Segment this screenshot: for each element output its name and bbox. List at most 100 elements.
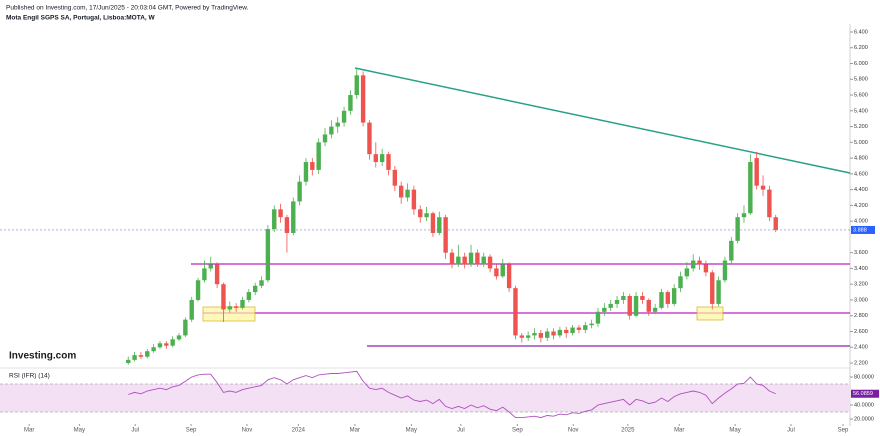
candle-body: [462, 256, 467, 265]
y-tick-label: 5.000: [854, 140, 868, 146]
candle-body: [145, 351, 150, 357]
y-tick-label: 40.0000: [854, 402, 874, 408]
candle-body: [208, 264, 213, 269]
candle-body: [272, 209, 277, 230]
published-note: Published on Investing.com, 17/Jun/2025 …: [6, 5, 249, 12]
candle-body: [348, 95, 353, 111]
candle-body: [576, 327, 582, 330]
y-tick-label: 2.200: [854, 360, 868, 366]
x-tick-label: Mar: [350, 428, 360, 434]
candle-body: [424, 213, 429, 218]
candle-body: [195, 280, 201, 300]
candle-body: [392, 169, 398, 186]
symbol-title: Mota Engil SGPS SA, Portugal, Lisboa:MOT…: [6, 15, 156, 22]
y-tick-label: 4.800: [854, 156, 868, 162]
candle-body: [214, 264, 220, 285]
candle-body: [126, 359, 131, 364]
candle-body: [138, 355, 144, 357]
candle-body: [430, 213, 436, 233]
x-tick-label: Jul: [457, 428, 465, 434]
candle-body: [316, 142, 321, 170]
candle-body: [589, 323, 594, 326]
last-price-box: [851, 225, 875, 234]
candle-body: [303, 162, 309, 182]
x-tick-label: 2024: [292, 428, 306, 434]
candle-body: [608, 303, 613, 308]
candle-body: [665, 292, 671, 304]
candle-body: [291, 201, 296, 233]
candle-body: [252, 285, 258, 293]
candle-body: [379, 154, 385, 163]
candle-body: [513, 288, 518, 336]
candle-body: [595, 311, 601, 324]
candle-body: [684, 268, 690, 277]
candle-body: [564, 329, 569, 334]
y-tick-label: 3.000: [854, 297, 868, 303]
candle-body: [443, 217, 448, 253]
highlight-box: [696, 306, 724, 321]
candle-body: [386, 154, 391, 170]
candle-body: [538, 333, 544, 338]
candle-body: [233, 306, 239, 308]
candle-body: [183, 319, 188, 336]
candle-body: [487, 256, 493, 269]
candle-body: [176, 335, 182, 340]
candle-body: [754, 158, 759, 186]
y-tick-label: 5.200: [854, 124, 868, 130]
candle-body: [481, 256, 486, 265]
y-tick-label: 2.600: [854, 329, 868, 335]
candle-body: [310, 162, 315, 170]
candle-body: [329, 126, 334, 135]
candle-body: [132, 355, 137, 360]
candle-body: [265, 229, 271, 281]
candle-body: [741, 213, 747, 218]
candle-body: [557, 329, 563, 336]
candle-body: [170, 339, 175, 346]
y-tick-label: 20.0000: [854, 416, 874, 422]
candle-body: [202, 268, 207, 281]
x-tick-label: May: [729, 428, 740, 434]
x-tick-label: Nov: [568, 428, 579, 434]
y-tick-label: 5.800: [854, 77, 868, 83]
y-tick-label: 3.400: [854, 266, 868, 272]
x-tick-label: May: [406, 428, 417, 434]
candle-body: [640, 296, 645, 300]
candle-body: [335, 122, 340, 127]
logo: Investing.com: [9, 351, 76, 362]
candle-body: [621, 296, 626, 300]
candle-body: [691, 260, 696, 269]
candle-body: [221, 284, 226, 310]
candle-body: [240, 299, 245, 308]
candle-body: [468, 252, 474, 265]
candle-body: [418, 209, 423, 218]
candle-body: [278, 209, 283, 218]
candle-body: [456, 256, 461, 265]
y-tick-label: 5.400: [854, 108, 868, 114]
candle-body: [475, 252, 480, 265]
candle-body: [525, 335, 531, 338]
candle-body: [773, 217, 778, 230]
candle-body: [322, 134, 328, 143]
candle-body: [678, 276, 683, 289]
candle-body: [729, 240, 734, 261]
candle-body: [449, 252, 455, 265]
candle-body: [570, 327, 575, 334]
x-tick-label: Mar: [674, 428, 684, 434]
candle-body: [360, 75, 366, 123]
candle-body: [703, 264, 709, 273]
rsi-last-box: [851, 389, 879, 398]
candle-body: [405, 189, 410, 198]
candle-body: [602, 307, 607, 312]
rsi-last-label: 56.0859: [853, 391, 873, 397]
candle-body: [437, 217, 442, 233]
candle-body: [189, 299, 194, 320]
candle-body: [519, 335, 525, 338]
candle-body: [697, 260, 702, 265]
candle-body: [532, 333, 537, 336]
y-tick-label: 6.000: [854, 61, 868, 67]
x-tick-label: Mar: [24, 428, 34, 434]
candle-body: [767, 189, 772, 218]
candle-body: [614, 299, 620, 304]
candle-body: [227, 306, 232, 310]
